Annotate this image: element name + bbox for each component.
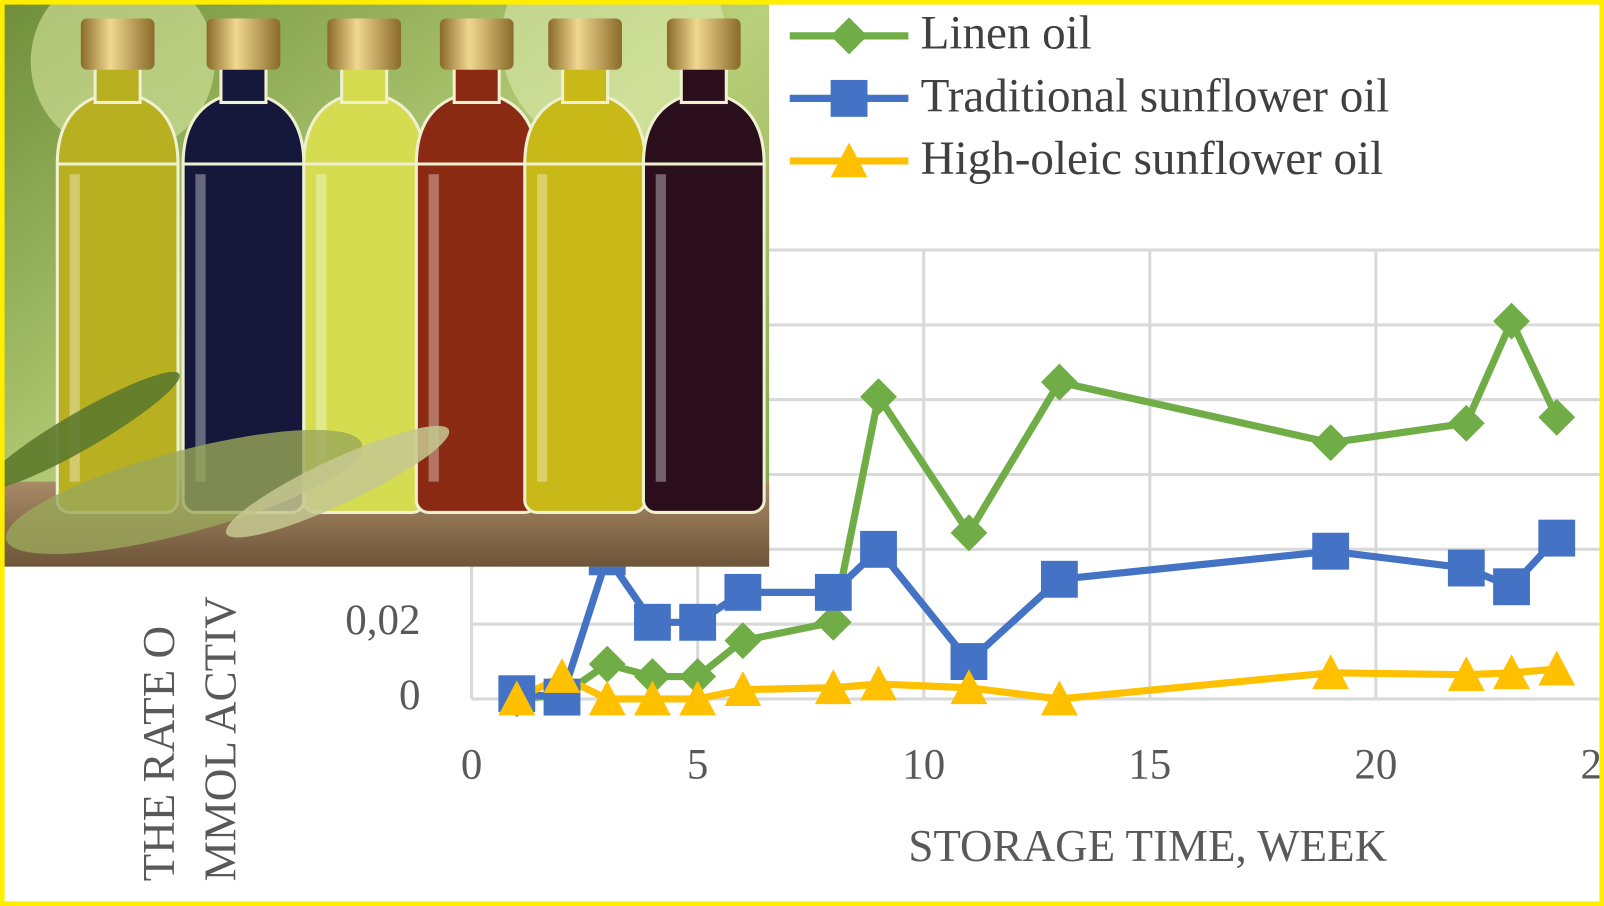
bottle-shine xyxy=(316,174,327,482)
bottle-cap xyxy=(206,18,281,70)
marker xyxy=(1040,363,1078,401)
bottle-shine xyxy=(195,174,206,482)
marker xyxy=(634,603,671,641)
x-tick-label: 20 xyxy=(1354,742,1397,789)
marker xyxy=(1493,654,1530,690)
marker xyxy=(950,514,988,552)
marker xyxy=(543,658,581,693)
y-tick-label: 0,02 xyxy=(345,597,420,644)
marker xyxy=(1040,560,1078,598)
marker xyxy=(1538,398,1576,436)
marker xyxy=(498,680,536,716)
legend-label: Linen oil xyxy=(921,8,1092,60)
bottle-cap xyxy=(666,18,741,70)
bottle-cap xyxy=(548,18,622,70)
x-tick-label: 15 xyxy=(1128,742,1171,789)
marker xyxy=(1447,656,1485,692)
marker xyxy=(1447,404,1485,442)
marker xyxy=(1312,654,1350,690)
legend-label: High-oleic sunflower oil xyxy=(921,133,1384,185)
bottle-shine xyxy=(428,174,439,482)
legend: Linen oil Traditional sunflower oil High-o… xyxy=(789,8,1390,185)
marker xyxy=(1447,549,1485,587)
marker xyxy=(814,603,852,641)
marker xyxy=(814,669,852,705)
bottle-cap xyxy=(80,18,155,70)
marker xyxy=(724,622,762,660)
marker xyxy=(588,645,626,683)
marker xyxy=(860,665,897,701)
marker xyxy=(830,142,868,178)
x-tick-label: 10 xyxy=(902,742,945,789)
x-tick-label: 25 xyxy=(1580,742,1604,789)
bottle-cap xyxy=(327,18,401,70)
marker xyxy=(950,669,988,705)
marker xyxy=(1538,650,1576,686)
marker xyxy=(679,680,717,716)
photo xyxy=(4,4,770,567)
marker xyxy=(724,671,762,707)
x-tick-label: 5 xyxy=(687,742,708,789)
marker xyxy=(814,573,852,611)
marker xyxy=(860,530,897,568)
y-axis-title: MMOL ACTIV xyxy=(195,596,245,882)
marker xyxy=(1538,519,1576,557)
y-axis-title: THE RATE O xyxy=(134,626,184,881)
bottle-cap xyxy=(439,18,514,70)
bottle-shine xyxy=(655,174,666,482)
marker xyxy=(830,17,868,55)
marker xyxy=(830,79,868,117)
x-axis-title: STORAGE TIME, WEEK xyxy=(908,821,1387,871)
marker xyxy=(1493,568,1530,606)
bottle-shine xyxy=(537,174,548,482)
marker xyxy=(724,573,762,611)
legend-label: Traditional sunflower oil xyxy=(921,70,1390,122)
marker xyxy=(1312,532,1350,570)
bottle-shine xyxy=(69,174,80,482)
marker xyxy=(679,658,717,695)
marker xyxy=(679,603,717,641)
x-tick-label: 0 xyxy=(461,742,482,789)
y-tick-label: 0 xyxy=(399,672,420,719)
marker xyxy=(634,680,671,716)
marker xyxy=(1040,680,1078,716)
marker xyxy=(588,680,626,716)
